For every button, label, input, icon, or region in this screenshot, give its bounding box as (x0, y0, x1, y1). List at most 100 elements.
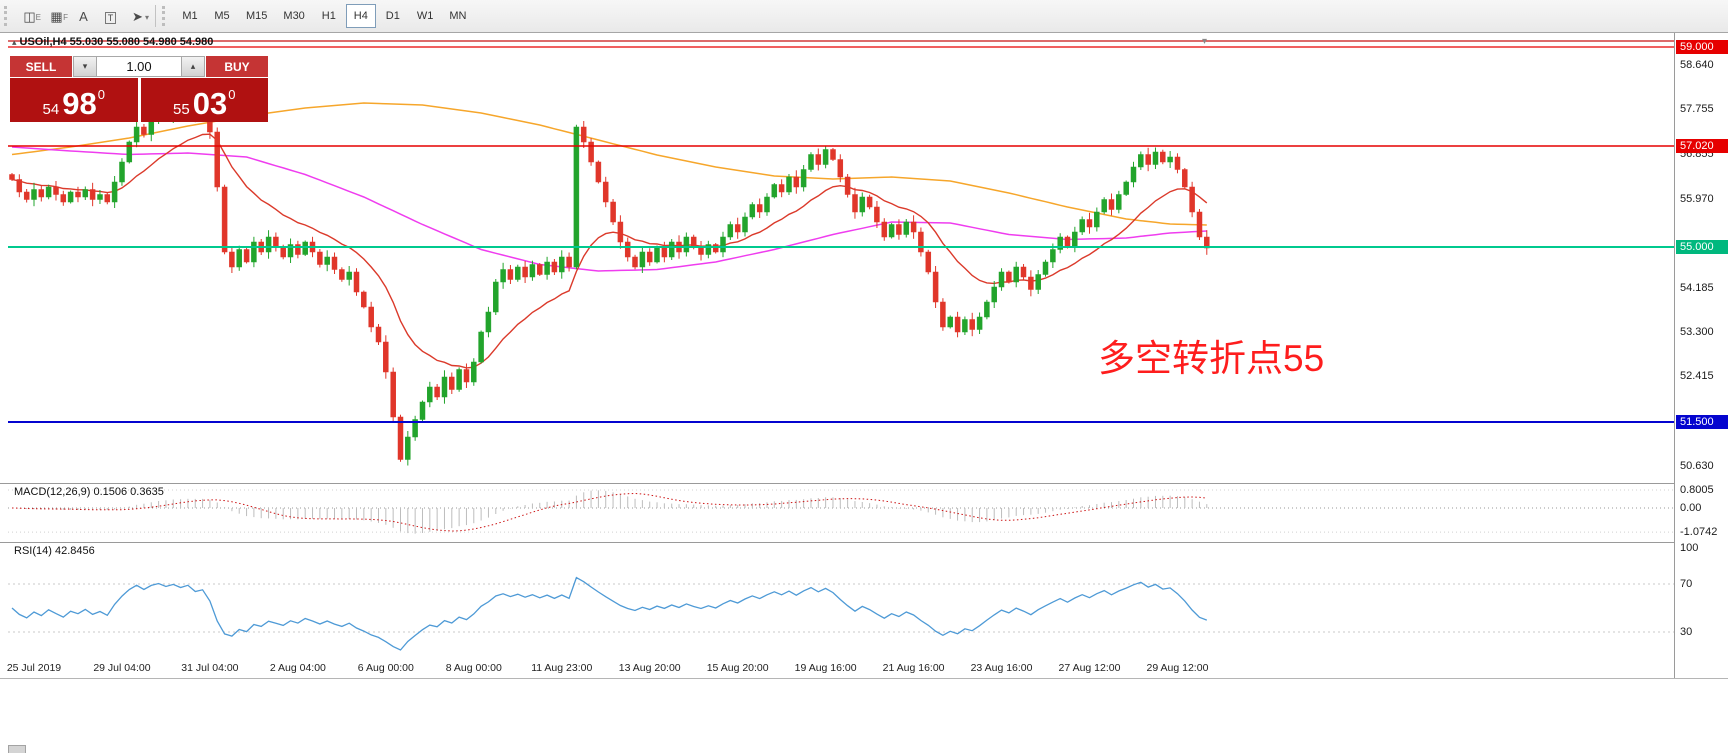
price-axis[interactable]: 58.640 57.755 56.855 55.970 54.185 53.300 52.4… (1674, 33, 1728, 678)
timeframe-button-m15[interactable]: M15 (239, 4, 274, 28)
candle-body (339, 269, 345, 280)
candle-body (566, 256, 572, 268)
ma-mid-line (11, 146, 1207, 272)
candle-body (1013, 266, 1019, 283)
candle-body (1138, 154, 1144, 168)
candle-body (119, 161, 125, 183)
candle-body (932, 271, 939, 303)
price-level-badge[interactable]: 59.000 (1676, 40, 1728, 54)
time-axis[interactable]: 25 Jul 2019 29 Jul 04:00 31 Jul 04:00 2 Aug… (0, 658, 1728, 678)
lot-size-input[interactable] (97, 56, 181, 77)
timeframe-button-w1[interactable]: W1 (410, 4, 441, 28)
grid-icon[interactable]: ▦ F (43, 4, 70, 29)
panel-divider-2[interactable] (0, 542, 1728, 543)
candle-body (874, 206, 880, 223)
candle-body (243, 249, 250, 263)
timeframe-button-h1[interactable]: H1 (314, 4, 344, 28)
time-axis-label: 6 Aug 00:00 (357, 662, 414, 674)
candlestick-chart-icon-glyph: ◫ (23, 8, 36, 24)
macd-axis-tick: -1.0742 (1680, 526, 1718, 539)
time-axis-label: 13 Aug 20:00 (618, 662, 681, 674)
candle-body (602, 181, 609, 203)
candle-body (1152, 151, 1159, 165)
main-chart-canvas[interactable] (8, 33, 1674, 483)
candle-body (918, 231, 924, 253)
buy-button[interactable]: BUY (206, 56, 268, 77)
candle-body (214, 131, 220, 188)
shapes-dropdown-icon[interactable]: ➤ ▾ (124, 4, 151, 29)
candle-body (427, 386, 433, 403)
candle-body (764, 196, 770, 213)
timeframe-button-d1[interactable]: D1 (378, 4, 408, 28)
timeframe-button-h4[interactable]: H4 (345, 4, 376, 28)
candle-body (654, 246, 660, 263)
candle-body (595, 161, 602, 183)
macd-label: MACD(12,26,9) 0.1506 0.3635 (14, 486, 164, 498)
candle-body (441, 376, 448, 398)
textbox-icon[interactable]: T (97, 4, 124, 29)
price-level-badge[interactable]: 55.000 (1676, 240, 1728, 254)
time-axis-label: 19 Aug 16:00 (794, 662, 857, 674)
candle-body (888, 224, 895, 238)
candle-body (580, 126, 587, 143)
chart-text-annotation: 多空转折点55 (1098, 338, 1325, 379)
price-level-badge[interactable]: 51.500 (1676, 415, 1728, 429)
text-label-icon[interactable]: A (70, 4, 97, 29)
toolbar-divider (155, 5, 156, 27)
candle-body (82, 189, 89, 198)
candle-body (632, 256, 638, 268)
rsi-axis-tick: 30 (1680, 626, 1693, 638)
candle-body (221, 186, 228, 253)
candle-body (727, 224, 734, 238)
candle-body (60, 194, 67, 203)
candle-body (97, 194, 103, 200)
panel-divider[interactable] (0, 483, 1728, 484)
grid-icon-glyph: ▦ (50, 8, 63, 24)
candle-body (368, 306, 374, 328)
candle-body (1020, 266, 1027, 278)
macd-axis-tick: 0.8005 (1680, 483, 1714, 496)
candle-body (1130, 166, 1137, 183)
candle-body (1167, 156, 1173, 163)
candle-body (925, 251, 932, 273)
candle-body (969, 319, 975, 330)
toolbar-grip[interactable] (4, 6, 12, 26)
timeframe-button-m30[interactable]: M30 (276, 4, 311, 28)
price-level-badge[interactable]: 57.020 (1676, 139, 1728, 153)
candle-body (668, 241, 675, 258)
bid-pips: 98 (62, 86, 97, 121)
macd-panel-canvas[interactable] (8, 483, 1674, 542)
candle-body (1072, 231, 1078, 248)
candle-body (1189, 186, 1195, 213)
trade-widget-controls: SELL ▾ ▴ BUY (10, 56, 268, 77)
candle-body (111, 181, 118, 203)
macd-axis-tick: 0.00 (1680, 502, 1702, 514)
candle-body (837, 159, 844, 178)
ask-price-panel: 55 03 0 (140, 78, 268, 122)
time-axis-label: 25 Jul 2019 (6, 662, 62, 674)
rsi-panel-canvas[interactable] (8, 542, 1674, 658)
bottom-strip (0, 678, 1728, 753)
lot-increase-button[interactable]: ▴ (181, 56, 205, 77)
horizontal-scrollbar-thumb[interactable] (8, 745, 26, 753)
candle-body (1057, 236, 1063, 250)
main-chart-panel (0, 33, 1728, 483)
candle-body (302, 241, 308, 255)
timeframe-button-mn[interactable]: MN (442, 4, 473, 28)
time-axis-label: 15 Aug 20:00 (706, 662, 769, 674)
candle-body (89, 189, 96, 200)
candlestick-chart-icon-sub: E (35, 12, 41, 22)
candle-body (449, 376, 455, 390)
candle-body (38, 189, 45, 198)
timeframe-button-m1[interactable]: M1 (175, 4, 205, 28)
sell-button[interactable]: SELL (10, 56, 72, 77)
macd-signal-line (11, 492, 1207, 532)
candlestick-chart-icon[interactable]: ◫ E (16, 4, 43, 29)
timeframe-button-m5[interactable]: M5 (207, 4, 237, 28)
toolbar-grip-2[interactable] (162, 6, 170, 26)
lot-decrease-button[interactable]: ▾ (73, 56, 97, 77)
candle-body (53, 186, 59, 195)
candle-body (551, 261, 558, 273)
candle-body (31, 189, 37, 200)
